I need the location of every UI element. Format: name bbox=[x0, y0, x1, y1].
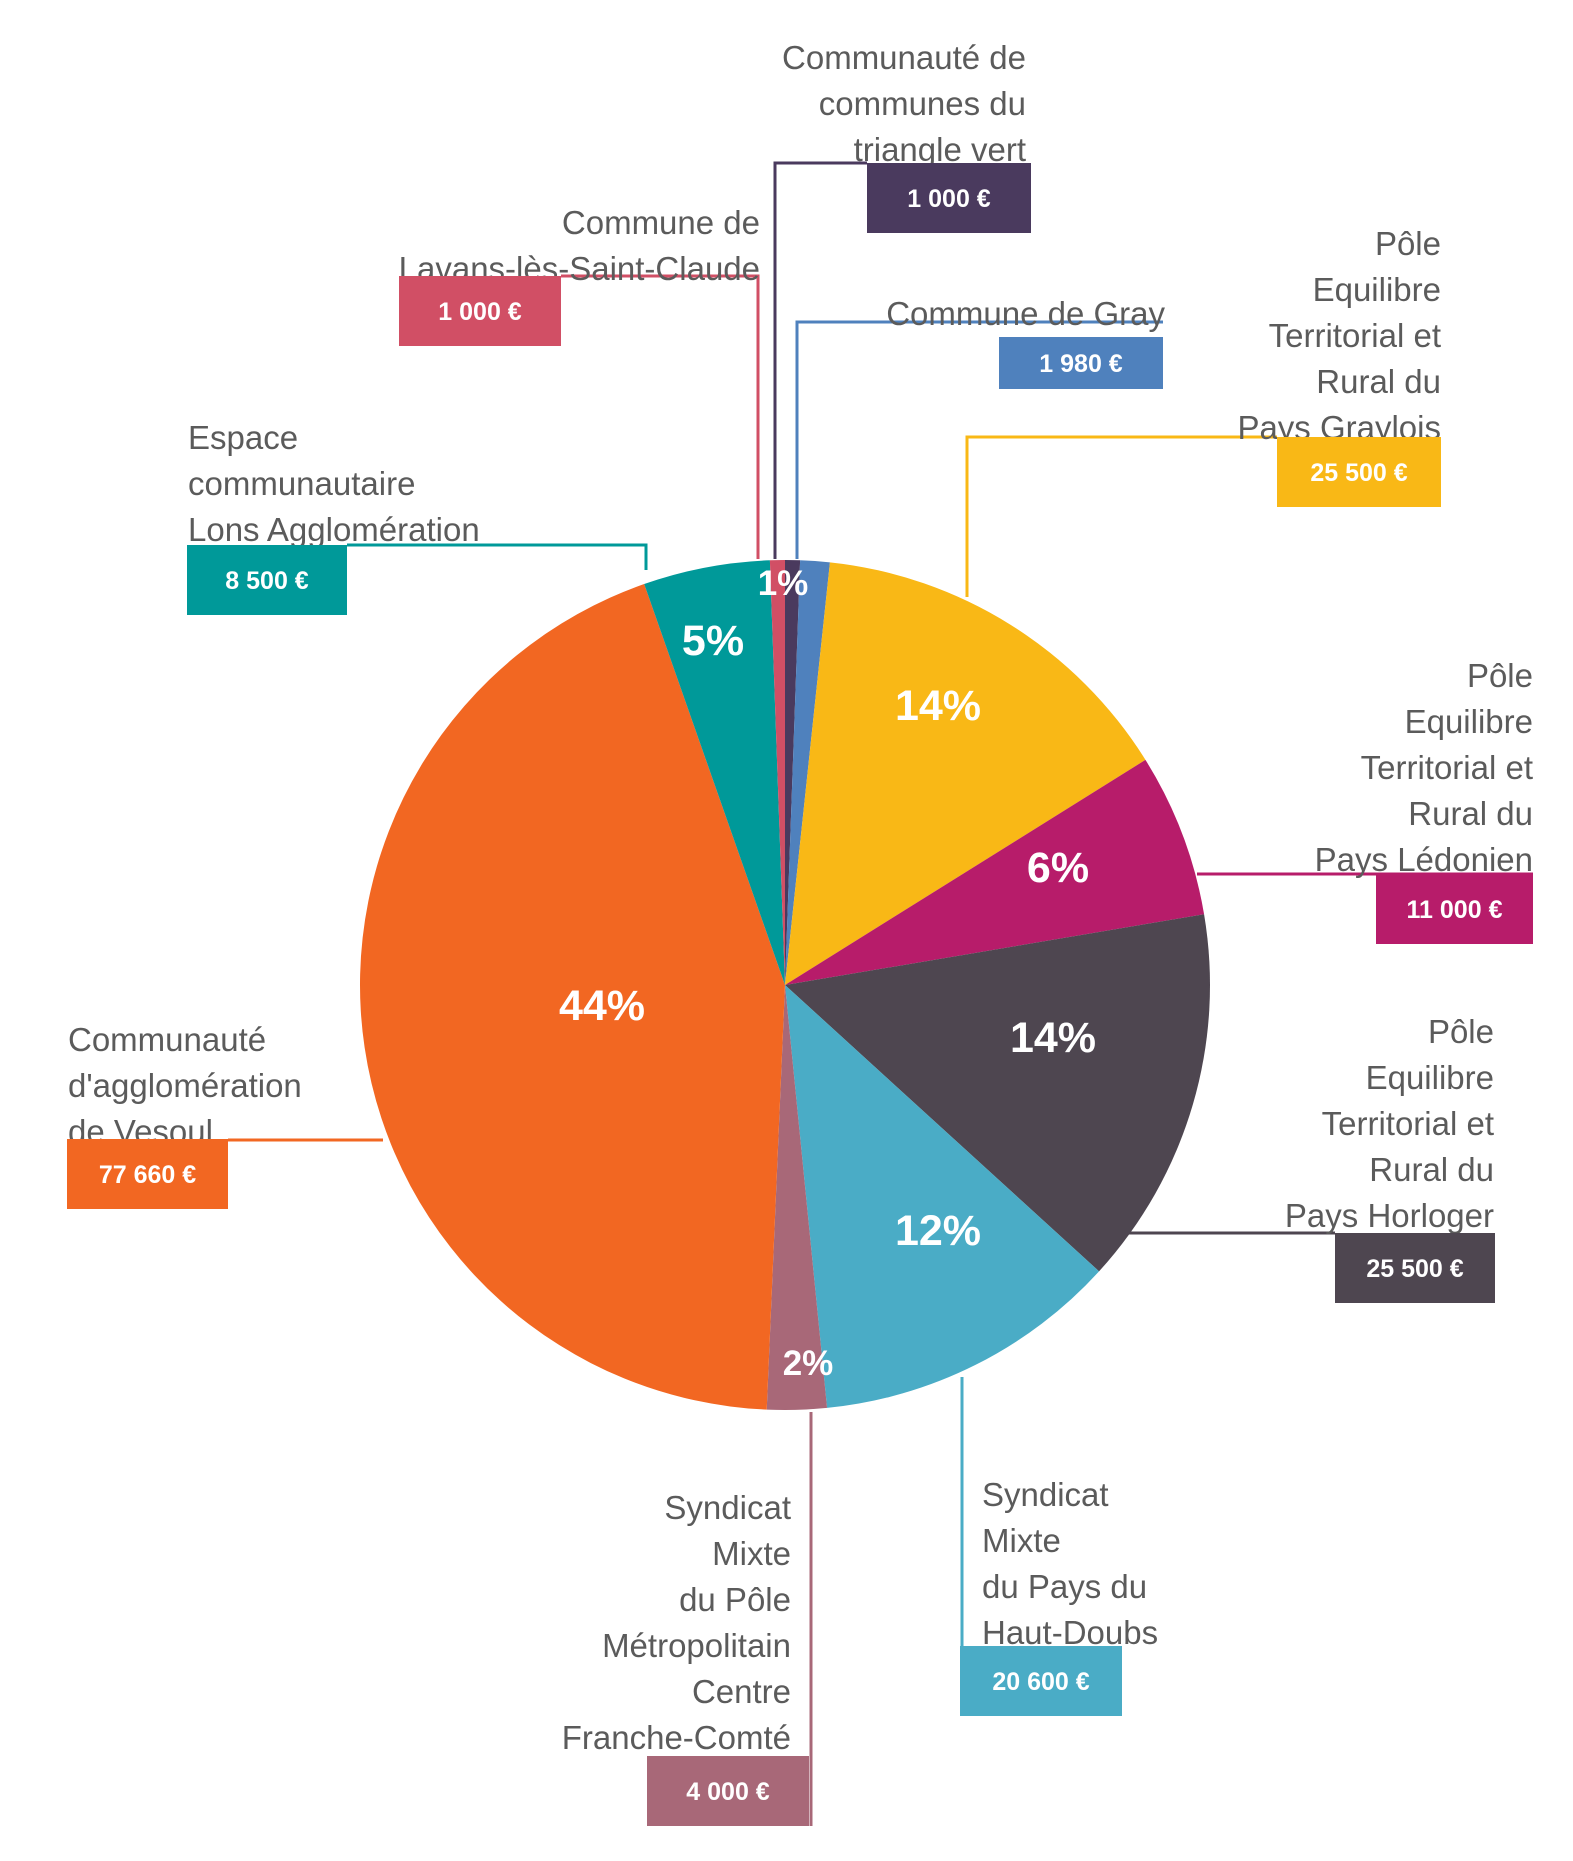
pie-slice bbox=[359, 584, 785, 1410]
percent-label: 1% bbox=[758, 564, 809, 603]
amount-label: 1 000 € bbox=[907, 185, 991, 213]
slice-label: Franche-Comté bbox=[562, 1719, 791, 1756]
amount-label: 20 600 € bbox=[992, 1668, 1089, 1696]
amount-label: 25 500 € bbox=[1310, 459, 1407, 487]
slice-label: Equilibre bbox=[1366, 1059, 1494, 1096]
amount-box bbox=[999, 337, 1163, 389]
pie-slice bbox=[785, 562, 1146, 985]
pie-slice bbox=[644, 560, 785, 985]
amount-box bbox=[1376, 874, 1533, 944]
amount-label: 25 500 € bbox=[1366, 1255, 1463, 1283]
pie-slice bbox=[785, 759, 1205, 985]
percent-label: 12% bbox=[895, 1207, 981, 1255]
leader-line bbox=[965, 435, 1277, 597]
slice-label: communes du bbox=[819, 85, 1026, 122]
percent-label: 6% bbox=[1027, 844, 1089, 892]
amount-label: 4 000 € bbox=[686, 1778, 770, 1806]
amount-box bbox=[67, 1139, 228, 1209]
slice-label: Communauté bbox=[68, 1021, 266, 1058]
slice-label: Mixte bbox=[712, 1535, 791, 1572]
leader-lines bbox=[228, 161, 1533, 1826]
slice-label: Pôle bbox=[1375, 225, 1441, 262]
slice-label: Lons Agglomération bbox=[188, 511, 480, 548]
leader-line bbox=[347, 543, 648, 570]
slice-label: communautaire bbox=[188, 465, 415, 502]
slice-label: Commune de Gray bbox=[886, 295, 1165, 332]
slice-label: d'agglomération bbox=[68, 1067, 302, 1104]
slice-label: Pays Horloger bbox=[1285, 1197, 1494, 1234]
slice-label: Mixte bbox=[982, 1522, 1061, 1559]
amount-label: 8 500 € bbox=[225, 567, 309, 595]
slice-label: Haut-Doubs bbox=[982, 1614, 1158, 1651]
slice-label: Communauté de bbox=[782, 39, 1026, 76]
pie-slice bbox=[785, 560, 830, 985]
slice-label: Métropolitain bbox=[602, 1627, 791, 1664]
slice-label: Pôle bbox=[1467, 657, 1533, 694]
slice-label: Pays Lédonien bbox=[1315, 841, 1533, 878]
slice-label: Syndicat bbox=[982, 1476, 1109, 1513]
amount-box bbox=[960, 1646, 1122, 1716]
slice-label: Rural du bbox=[1316, 363, 1441, 400]
percent-label: 14% bbox=[895, 682, 981, 730]
amount-label: 1 980 € bbox=[1039, 350, 1123, 378]
amount-box bbox=[647, 1756, 809, 1826]
leader-line bbox=[795, 320, 1163, 559]
slice-label: Pôle bbox=[1428, 1013, 1494, 1050]
percent-label: 5% bbox=[682, 617, 744, 665]
slice-label: Territorial et bbox=[1269, 317, 1441, 354]
amount-label: 11 000 € bbox=[1407, 896, 1503, 924]
pie-slice bbox=[766, 985, 828, 1411]
slice-label: Territorial et bbox=[1361, 749, 1533, 786]
slice-label: du Pays du bbox=[982, 1568, 1147, 1605]
percent-label: 2% bbox=[783, 1344, 834, 1383]
slice-label: Territorial et bbox=[1322, 1105, 1494, 1142]
leader-line bbox=[561, 274, 760, 559]
slice-label: Equilibre bbox=[1313, 271, 1441, 308]
amount-box bbox=[399, 276, 561, 346]
slice-label: Equilibre bbox=[1405, 703, 1533, 740]
slice-label: Syndicat bbox=[664, 1489, 791, 1526]
slice-labels: Communauté de communes du triangle vert 1 0… bbox=[67, 39, 1533, 1826]
pie-slices bbox=[359, 560, 1211, 1411]
slice-label: Commune de bbox=[562, 204, 760, 241]
slice-label: Rural du bbox=[1369, 1151, 1494, 1188]
slice-label: triangle vert bbox=[854, 131, 1026, 168]
pie-slice bbox=[785, 985, 1100, 1408]
amount-box bbox=[867, 163, 1031, 233]
slice-label: du Pôle bbox=[679, 1581, 791, 1618]
amount-box bbox=[1277, 437, 1441, 507]
percent-labels: 1% 14% 6% 14% 12% 2% 44% 5% bbox=[559, 564, 1096, 1383]
amount-box bbox=[1335, 1233, 1495, 1303]
slice-label: Centre bbox=[692, 1673, 791, 1710]
percent-label: 14% bbox=[1010, 1014, 1096, 1062]
pie-slice bbox=[769, 560, 785, 985]
amount-label: 1 000 € bbox=[438, 298, 522, 326]
slice-label: Rural du bbox=[1408, 795, 1533, 832]
leader-line bbox=[773, 161, 867, 559]
slice-label: Espace bbox=[188, 419, 298, 456]
pie-slice bbox=[785, 914, 1211, 1272]
percent-label: 44% bbox=[559, 982, 645, 1030]
amount-box bbox=[187, 545, 347, 615]
amount-label: 77 660 € bbox=[99, 1161, 196, 1189]
pie-slice bbox=[785, 560, 801, 985]
